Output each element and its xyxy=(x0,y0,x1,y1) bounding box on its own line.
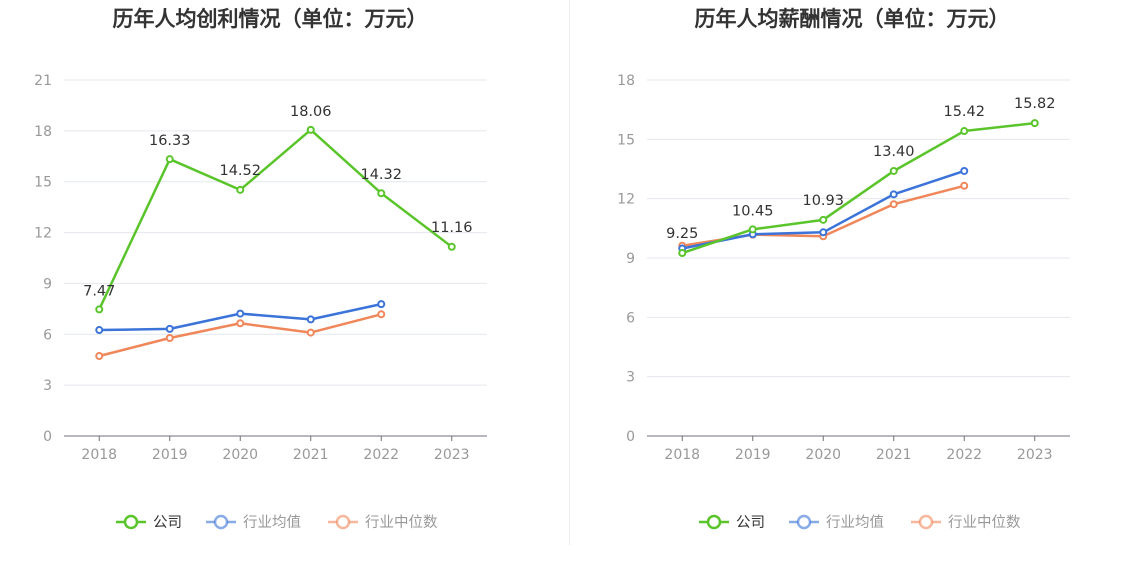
data-point xyxy=(748,225,757,234)
legend-item-1[interactable]: 行业均值 xyxy=(789,514,884,531)
legend-marker xyxy=(213,514,229,530)
y-tick-label: 15 xyxy=(34,175,52,191)
y-tick-label: 12 xyxy=(617,192,635,208)
chart-panel-2: 历年人均薪酬情况（单位：万元） 0 3 6 9 12 15 18 2018 2019 2020 202… xyxy=(617,7,1070,531)
legend-label: 行业中位数 xyxy=(948,514,1021,531)
data-label: 14.32 xyxy=(360,167,402,183)
data-point xyxy=(95,305,104,314)
data-point xyxy=(377,189,386,198)
x-tick-label: 2022 xyxy=(946,447,982,463)
y-tick-label: 12 xyxy=(34,226,52,242)
x-tick-label: 2019 xyxy=(152,447,188,463)
y-tick-label: 18 xyxy=(34,124,52,140)
legend-label: 行业中位数 xyxy=(365,514,438,531)
y-tick-label: 0 xyxy=(43,429,52,445)
y-tick-label: 6 xyxy=(43,327,52,343)
x-tick-label: 2018 xyxy=(81,447,117,463)
y-tick-label: 15 xyxy=(617,132,635,148)
chart-title: 历年人均薪酬情况（单位：万元） xyxy=(695,7,1010,31)
legend-marker xyxy=(123,514,139,530)
data-point xyxy=(447,242,456,251)
data-point xyxy=(819,228,828,237)
legend-item-2[interactable]: 行业中位数 xyxy=(328,514,438,531)
data-point xyxy=(1030,119,1039,128)
x-tick-label: 2020 xyxy=(222,447,258,463)
y-tick-label: 9 xyxy=(43,276,52,292)
data-label: 15.42 xyxy=(943,104,985,120)
x-tick-label: 2020 xyxy=(805,447,841,463)
data-point xyxy=(95,326,104,335)
y-tick-label: 6 xyxy=(626,310,635,326)
data-label: 15.82 xyxy=(1014,96,1056,112)
legend-marker xyxy=(796,514,812,530)
data-point xyxy=(236,319,245,328)
x-tick-label: 2021 xyxy=(876,447,912,463)
legend-marker xyxy=(918,514,934,530)
x-tick-label: 2022 xyxy=(363,447,399,463)
data-point xyxy=(960,181,969,190)
data-point xyxy=(377,310,386,319)
data-label: 9.25 xyxy=(666,226,698,242)
data-label: 11.16 xyxy=(431,220,473,236)
chart-panel-1: 历年人均创利情况（单位：万元） 0 3 6 9 12 15 18 21 2018 2019 2020 2… xyxy=(34,7,487,531)
series-line-0 xyxy=(681,121,1035,255)
data-point xyxy=(306,125,315,134)
chart-title: 历年人均创利情况（单位：万元） xyxy=(113,7,428,31)
data-label: 7.47 xyxy=(83,283,115,299)
panel-divider xyxy=(569,0,570,545)
legend-label: 公司 xyxy=(153,515,182,531)
data-point xyxy=(236,309,245,318)
data-point xyxy=(678,249,687,258)
y-tick-label: 21 xyxy=(34,73,52,89)
data-point xyxy=(819,215,828,224)
legend-item-0[interactable]: 公司 xyxy=(116,514,182,531)
x-tick-label: 2023 xyxy=(434,447,470,463)
data-point xyxy=(889,200,898,209)
data-point xyxy=(960,166,969,175)
data-label: 13.40 xyxy=(873,144,915,160)
y-tick-label: 3 xyxy=(626,370,635,386)
y-tick-label: 3 xyxy=(43,378,52,394)
x-tick-label: 2021 xyxy=(293,447,329,463)
data-label: 16.33 xyxy=(149,133,191,149)
legend-item-1[interactable]: 行业均值 xyxy=(206,514,301,531)
data-label: 10.45 xyxy=(732,203,774,219)
data-point xyxy=(889,166,898,175)
legend-item-0[interactable]: 公司 xyxy=(699,514,765,531)
data-point xyxy=(165,324,174,333)
data-label: 10.93 xyxy=(802,193,844,209)
data-point xyxy=(236,185,245,194)
legend-marker xyxy=(706,514,722,530)
data-label: 18.06 xyxy=(290,104,332,120)
x-tick-label: 2018 xyxy=(664,447,700,463)
data-point xyxy=(165,155,174,164)
y-tick-label: 18 xyxy=(617,73,635,89)
data-point xyxy=(306,328,315,337)
data-point xyxy=(377,300,386,309)
x-tick-label: 2019 xyxy=(735,447,771,463)
legend-marker xyxy=(335,514,351,530)
legend-label: 行业均值 xyxy=(826,514,884,531)
data-point xyxy=(306,315,315,324)
data-point xyxy=(165,334,174,343)
x-tick-label: 2023 xyxy=(1017,447,1053,463)
series-line-0 xyxy=(98,128,453,310)
legend-label: 公司 xyxy=(736,515,765,531)
data-point xyxy=(95,351,104,360)
y-tick-label: 9 xyxy=(626,251,635,267)
y-tick-label: 0 xyxy=(626,429,635,445)
data-point xyxy=(960,127,969,136)
legend-label: 行业均值 xyxy=(243,514,301,531)
legend-item-2[interactable]: 行业中位数 xyxy=(911,514,1021,531)
data-label: 14.52 xyxy=(219,163,261,179)
data-point xyxy=(889,190,898,199)
